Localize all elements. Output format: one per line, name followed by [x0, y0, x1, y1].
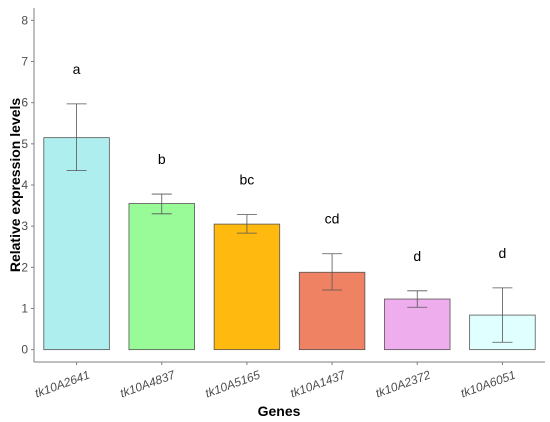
error-bars: [66, 103, 513, 343]
significance-label-tk10A6051: d: [499, 245, 507, 261]
y-tick-label: 2: [21, 260, 28, 274]
y-axis-title: Relative expression levels: [7, 98, 23, 273]
x-axis-title: Genes: [258, 403, 301, 419]
significance-label-tk10A2641: a: [73, 61, 81, 77]
error-bar-tk10A6051: [492, 287, 513, 343]
x-axis: tk10A2641 tk10A4837 tk10A5165 tk10A1437 tk10…: [33, 361, 545, 401]
significance-label-tk10A1437: cd: [325, 211, 340, 227]
y-tick-label: 3: [21, 219, 28, 233]
bar-tk10A2641: [43, 137, 110, 351]
y-tick-label: 7: [21, 55, 28, 69]
x-tick-label-tk10A5165: tk10A5165: [203, 368, 262, 401]
y-tick-label: 1: [21, 301, 28, 315]
significance-label-tk10A2372: d: [413, 248, 421, 264]
error-bar-tk10A2372: [407, 290, 428, 308]
error-bar-tk10A2641: [66, 103, 87, 171]
y-tick-label: 4: [21, 178, 28, 192]
bar-tk10A5165: [213, 223, 281, 351]
bars: [43, 137, 536, 351]
y-tick-label: 5: [21, 137, 28, 151]
y-tick-label: 8: [21, 13, 28, 27]
error-bar-tk10A5165: [236, 214, 257, 234]
significance-label-tk10A4837: b: [158, 151, 166, 167]
bar-tk10A4837: [128, 203, 195, 351]
error-bar-tk10A4837: [151, 193, 172, 215]
y-axis: 0 1 2 3 4 5 6 7 8: [21, 8, 35, 362]
error-bar-tk10A1437: [322, 253, 343, 291]
significance-label-tk10A5165: bc: [240, 172, 255, 188]
x-tick-label-tk10A2641: tk10A2641: [33, 368, 92, 401]
x-tick-label-tk10A6051: tk10A6051: [459, 368, 518, 401]
y-tick-label: 0: [21, 343, 28, 357]
x-tick-label-tk10A1437: tk10A1437: [288, 367, 348, 400]
x-tick-label-tk10A2372: tk10A2372: [374, 368, 433, 401]
significance-labels: a b bc cd d d: [73, 61, 507, 264]
x-tick-label-tk10A4837: tk10A4837: [118, 367, 178, 400]
y-tick-label: 6: [21, 96, 28, 110]
